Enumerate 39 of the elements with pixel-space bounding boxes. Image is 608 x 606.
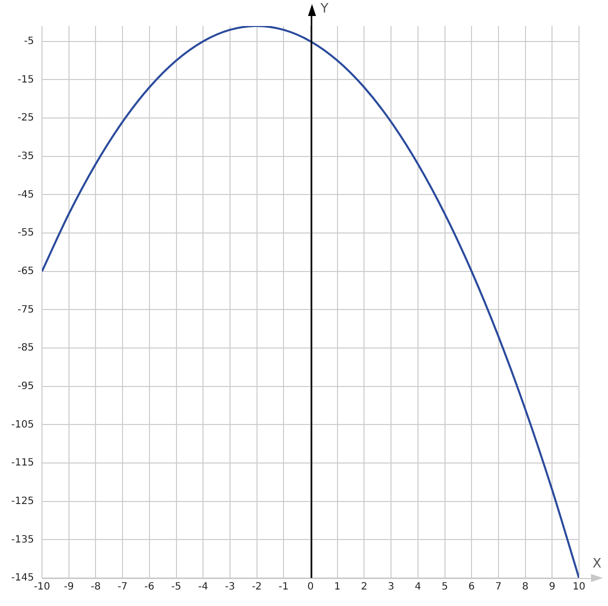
y-tick-label: -55 (18, 228, 34, 239)
y-tick-label: -75 (18, 304, 34, 316)
x-tick-label: -5 (171, 582, 182, 593)
y-tick-label: -5 (24, 36, 34, 47)
x-tick-label: -4 (198, 582, 208, 593)
x-tick-label: 4 (414, 582, 422, 593)
x-tick-label: -10 (34, 582, 50, 593)
x-tick-label: -7 (118, 582, 128, 593)
x-tick-label: 2 (361, 582, 368, 593)
y-tick-label: -105 (11, 419, 34, 430)
x-axis-title: X (592, 556, 602, 572)
x-tick-label: 7 (495, 582, 502, 593)
line-series (42, 26, 579, 578)
y-tick-label: -145 (11, 572, 34, 584)
x-tick-label: -2 (252, 582, 262, 593)
y-tick-label: -115 (11, 458, 34, 469)
y-tick-label: -125 (11, 496, 34, 507)
x-tick-label: -1 (278, 582, 289, 593)
y-tick-label: -25 (18, 112, 34, 124)
y-tick-label: -65 (18, 266, 34, 277)
y-tick-label: -15 (18, 74, 34, 86)
x-tick-label: -9 (64, 582, 74, 593)
y-tick-label: -35 (18, 150, 34, 162)
x-tick-label: 5 (442, 582, 448, 593)
y-tick-label: -95 (18, 380, 34, 392)
x-tick-label: 10 (572, 582, 586, 593)
y-axis-title: Y (320, 1, 328, 16)
x-tick-label: -6 (144, 582, 154, 593)
x-tick-label: -8 (90, 582, 101, 593)
x-tick-label: 6 (468, 582, 475, 593)
y-tick-label: -85 (18, 342, 34, 354)
x-tick-label: -3 (224, 582, 235, 593)
y-tick-label: -45 (18, 189, 34, 200)
x-tick-label: 3 (388, 582, 394, 593)
x-tick-label: 1 (334, 582, 341, 593)
x-tick-label: 0 (307, 582, 314, 593)
x-tick-label: 9 (548, 582, 556, 593)
x-tick-label: 8 (522, 582, 528, 593)
y-tick-label: -135 (11, 534, 34, 546)
